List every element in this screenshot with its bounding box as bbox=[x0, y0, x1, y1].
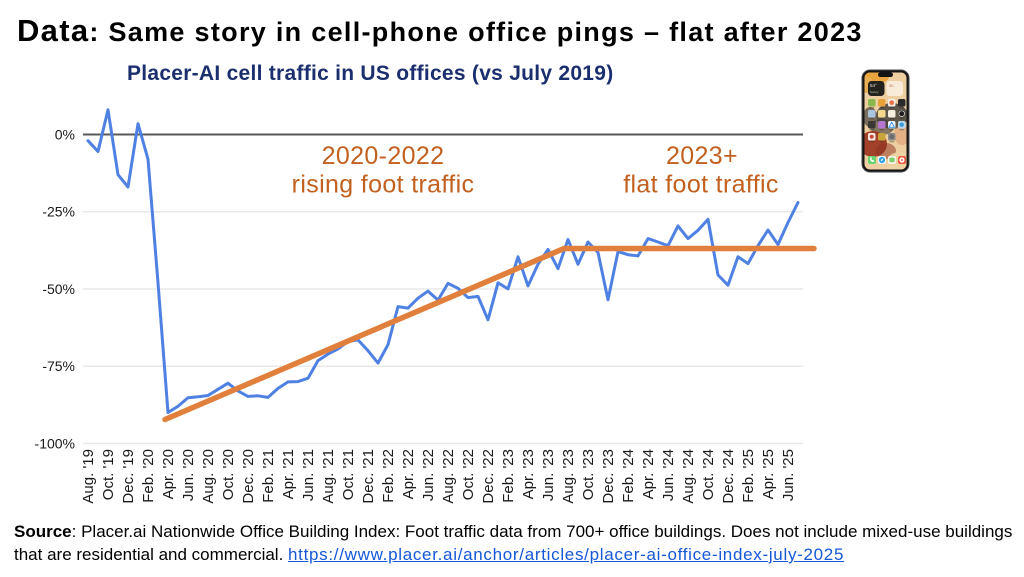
svg-text:Jun. '25: Jun. '25 bbox=[780, 449, 797, 501]
svg-text:-50%: -50% bbox=[42, 281, 75, 297]
svg-text:flat foot traffic: flat foot traffic bbox=[623, 171, 779, 199]
svg-text:Apr. '21: Apr. '21 bbox=[280, 449, 297, 499]
svg-text:Oct. '24: Oct. '24 bbox=[700, 449, 717, 500]
svg-text:Aug. '23: Aug. '23 bbox=[560, 449, 577, 504]
svg-text:Jun. '21: Jun. '21 bbox=[300, 449, 317, 501]
svg-text:Sunny: Sunny bbox=[870, 90, 879, 94]
svg-text:Aug. '20: Aug. '20 bbox=[200, 449, 217, 504]
svg-text:Jun. '22: Jun. '22 bbox=[420, 449, 437, 501]
svg-text:Jun. '23: Jun. '23 bbox=[540, 449, 557, 501]
svg-text:-75%: -75% bbox=[42, 358, 75, 374]
svg-text:Dec. '22: Dec. '22 bbox=[480, 449, 497, 504]
svg-text:Feb. '25: Feb. '25 bbox=[740, 449, 757, 503]
svg-text:Feb. '24: Feb. '24 bbox=[620, 449, 637, 503]
svg-text:Dec. '23: Dec. '23 bbox=[600, 449, 617, 504]
svg-text:Apr. '25: Apr. '25 bbox=[760, 449, 777, 499]
svg-text:Oct. '22: Oct. '22 bbox=[460, 449, 477, 500]
svg-text:Feb. '20: Feb. '20 bbox=[140, 449, 157, 503]
svg-text:rising foot traffic: rising foot traffic bbox=[292, 171, 475, 199]
svg-text:30: 30 bbox=[889, 83, 894, 88]
svg-text:Dec. '24: Dec. '24 bbox=[720, 449, 737, 504]
svg-text:54°: 54° bbox=[870, 83, 877, 88]
svg-text:Oct. '21: Oct. '21 bbox=[340, 449, 357, 500]
svg-text:Apr. '20: Apr. '20 bbox=[160, 449, 177, 499]
svg-text:2023+: 2023+ bbox=[666, 142, 738, 170]
svg-text:-100%: -100% bbox=[35, 435, 75, 451]
svg-text:Aug. '24: Aug. '24 bbox=[680, 449, 697, 504]
svg-text:Apr. '22: Apr. '22 bbox=[400, 449, 417, 499]
svg-text:Oct. '19: Oct. '19 bbox=[100, 449, 117, 500]
svg-text:Apr. '23: Apr. '23 bbox=[520, 449, 537, 499]
svg-text:Feb. '22: Feb. '22 bbox=[380, 449, 397, 503]
svg-text:Feb. '23: Feb. '23 bbox=[500, 449, 517, 503]
svg-text:Aug. '22: Aug. '22 bbox=[440, 449, 457, 504]
svg-text:Jun. '24: Jun. '24 bbox=[660, 449, 677, 501]
svg-text:Aug. '21: Aug. '21 bbox=[320, 449, 337, 504]
svg-text:Dec. '21: Dec. '21 bbox=[360, 449, 377, 504]
svg-text:2020-2022: 2020-2022 bbox=[322, 142, 445, 170]
svg-text:Dec. '19: Dec. '19 bbox=[120, 449, 137, 504]
svg-text:Oct. '20: Oct. '20 bbox=[220, 449, 237, 500]
svg-text:0%: 0% bbox=[55, 126, 75, 142]
svg-text:Apr. '24: Apr. '24 bbox=[640, 449, 657, 499]
svg-text:Jun. '20: Jun. '20 bbox=[180, 449, 197, 501]
svg-text:Dec. '20: Dec. '20 bbox=[240, 449, 257, 504]
svg-text:Aug. '19: Aug. '19 bbox=[80, 449, 97, 504]
svg-text:-25%: -25% bbox=[42, 204, 75, 220]
svg-text:Feb. '21: Feb. '21 bbox=[260, 449, 277, 503]
svg-text:Oct. '23: Oct. '23 bbox=[580, 449, 597, 500]
